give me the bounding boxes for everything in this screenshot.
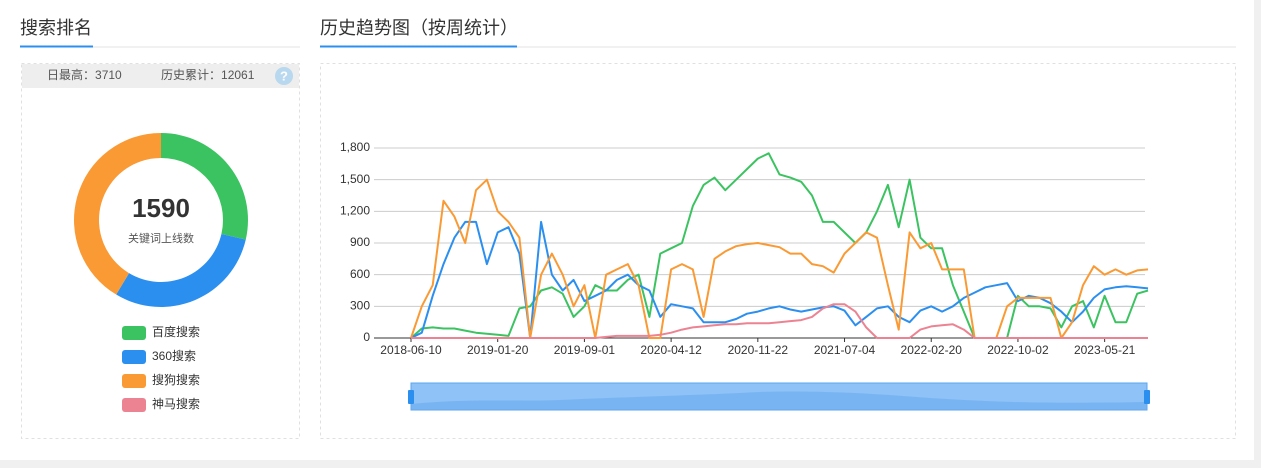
panel-title: 搜索排名: [20, 18, 92, 38]
legend-label: 百度搜索: [152, 324, 200, 339]
line-chart: 0 300 600 900 1,200 1,500 1,800 2018-06-10 2019-…: [340, 140, 1149, 357]
stat-value: 12061: [221, 68, 255, 82]
donut-total: 1590: [132, 193, 190, 223]
legend-label: 360搜索: [152, 348, 196, 363]
donut-subtitle: 关键词上线数: [128, 231, 194, 245]
y-tick-label: 600: [350, 267, 370, 281]
legend-swatch: [122, 350, 146, 364]
y-tick-label: 1,200: [340, 204, 370, 218]
x-tick-label: 2019-09-01: [554, 343, 616, 357]
stat: 日最高：3710: [47, 67, 122, 82]
stats-bar: [22, 64, 299, 88]
y-tick-label: 0: [363, 330, 370, 344]
panel-box: [320, 63, 1236, 439]
x-tick-label: 2019-01-20: [467, 343, 529, 357]
bottom-band: [0, 460, 1261, 468]
y-tick-label: 1,500: [340, 172, 370, 186]
x-tick-label: 2022-10-02: [987, 343, 1049, 357]
legend-label: 搜狗搜索: [152, 372, 200, 387]
stat-label: 历史累计：: [161, 68, 221, 82]
x-tick-label: 2020-04-12: [640, 343, 702, 357]
help-icon-text[interactable]: ?: [280, 68, 288, 83]
x-tick-label: 2023-05-21: [1074, 343, 1136, 357]
panel-title: 历史趋势图（按周统计）: [320, 18, 518, 38]
x-tick-label: 2018-06-10: [380, 343, 442, 357]
zoom-handle[interactable]: [408, 390, 414, 404]
panel-box: [21, 63, 300, 439]
zoom-handle[interactable]: [1144, 390, 1150, 404]
donut-segment: [161, 133, 248, 240]
series-line: [411, 303, 1148, 339]
help-icon[interactable]: [275, 67, 293, 85]
legend-swatch: [122, 326, 146, 340]
zoom-preview: [411, 391, 1147, 410]
legend-label: 神马搜索: [152, 396, 200, 411]
y-tick-label: 1,800: [340, 140, 370, 154]
x-tick-label: 2022-02-20: [901, 343, 963, 357]
x-tick-label: 2020-11-22: [728, 343, 789, 357]
y-tick-label: 900: [350, 235, 370, 249]
x-tick-label: 2021-07-04: [814, 343, 876, 357]
stat: 历史累计：12061: [161, 68, 255, 82]
y-tick-label: 300: [350, 299, 370, 313]
stat-value: 3710: [95, 68, 122, 82]
legend-swatch: [122, 398, 146, 412]
donut-segment: [74, 133, 161, 295]
series-line: [410, 178, 1149, 339]
donut-segment: [116, 233, 246, 307]
right-band: [1254, 0, 1261, 468]
legend-swatch: [122, 374, 146, 388]
stat-label: 日最高：: [47, 67, 95, 82]
